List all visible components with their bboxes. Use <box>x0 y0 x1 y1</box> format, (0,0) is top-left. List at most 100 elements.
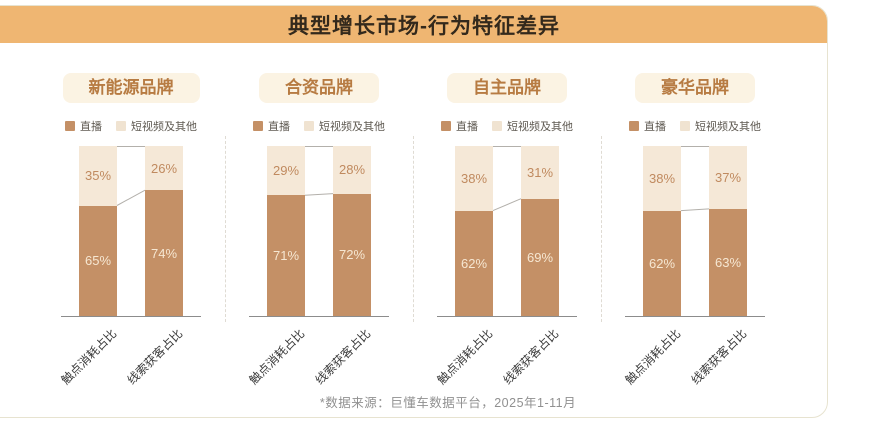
panel-joint-venture-brands: 合资品牌 直播 短视频及其他 29% 71% 28% 72% 触点消耗占比 线索获客占比 <box>225 43 413 387</box>
bar-segment-live: 71% <box>267 195 305 316</box>
legend-item-other: 短视频及其他 <box>304 118 385 134</box>
legend-label-other: 短视频及其他 <box>319 121 385 133</box>
legend-swatch-live-icon <box>65 121 75 131</box>
panel-title-badge: 合资品牌 <box>259 73 379 103</box>
stacked-bar-chart: 38% 62% 31% 69% <box>437 146 577 317</box>
segment-value-label: 62% <box>648 255 676 271</box>
segment-value-label: 37% <box>714 169 742 185</box>
legend-item-live: 直播 <box>629 118 666 134</box>
segment-value-label: 62% <box>460 255 488 271</box>
stacked-bar: 38% 62% <box>455 146 493 316</box>
slide-card: 典型增长市场-行为特征差异 新能源品牌 直播 短视频及其他 35% 65% 26% 7… <box>0 5 828 418</box>
bar-segment-live: 62% <box>643 210 681 316</box>
segment-value-label: 65% <box>84 253 112 269</box>
bar-segment-short-video: 29% <box>267 146 305 196</box>
legend-swatch-live-icon <box>441 121 451 131</box>
legend-item-live: 直播 <box>441 118 478 134</box>
legend-label-live: 直播 <box>644 121 666 133</box>
panels-row: 新能源品牌 直播 短视频及其他 35% 65% 26% 74% 触点消耗占比 线索获客占… <box>0 43 827 387</box>
x-axis-label: 触点消耗占比 <box>434 326 496 388</box>
legend-item-other: 短视频及其他 <box>116 118 197 134</box>
legend-item-other: 短视频及其他 <box>492 118 573 134</box>
panel-title: 合资品牌 <box>285 78 353 97</box>
x-axis-label: 线索获客占比 <box>500 326 562 388</box>
segment-value-label: 69% <box>526 249 554 265</box>
stacked-bar: 38% 62% <box>643 146 681 316</box>
x-axis-label: 触点消耗占比 <box>58 326 120 388</box>
segment-value-label: 35% <box>84 168 112 184</box>
panel-title-badge: 豪华品牌 <box>635 73 755 103</box>
legend-item-live: 直播 <box>253 118 290 134</box>
segment-value-label: 28% <box>338 162 366 178</box>
stacked-bar: 29% 71% <box>267 146 305 316</box>
bar-segment-live: 72% <box>333 193 371 316</box>
page-title: 典型增长市场-行为特征差异 <box>288 14 560 38</box>
title-banner: 典型增长市场-行为特征差异 <box>0 6 827 43</box>
segment-value-label: 29% <box>272 163 300 179</box>
bar-segment-live: 74% <box>145 190 183 316</box>
x-axis-labels: 触点消耗占比 线索获客占比 <box>58 317 201 387</box>
legend-swatch-other-icon <box>304 121 314 131</box>
bar-segment-short-video: 38% <box>455 146 493 211</box>
x-axis-labels: 触点消耗占比 线索获客占比 <box>246 317 389 387</box>
bar-segment-short-video: 38% <box>643 146 681 211</box>
stacked-bar: 37% 63% <box>709 146 747 316</box>
connector-lines <box>116 146 146 206</box>
stacked-bar: 31% 69% <box>521 146 559 316</box>
data-source-note: *数据来源：巨懂车数据平台，2025年1-11月 <box>319 396 577 410</box>
panel-title: 新能源品牌 <box>88 78 174 97</box>
segment-value-label: 74% <box>150 245 178 261</box>
x-axis-labels: 触点消耗占比 线索获客占比 <box>434 317 577 387</box>
segment-value-label: 63% <box>714 254 742 270</box>
panel-title: 自主品牌 <box>473 78 541 97</box>
connector-lines <box>492 146 522 212</box>
stacked-bar: 26% 74% <box>145 146 183 316</box>
segment-value-label: 38% <box>648 170 676 186</box>
bar-segment-short-video: 37% <box>709 146 747 209</box>
bar-segment-live: 63% <box>709 208 747 316</box>
segment-value-label: 71% <box>272 248 300 264</box>
stacked-bar: 35% 65% <box>79 146 117 316</box>
panel-new-energy-brands: 新能源品牌 直播 短视频及其他 35% 65% 26% 74% 触点消耗占比 线索获客占… <box>37 43 225 387</box>
x-axis-label: 线索获客占比 <box>688 326 750 388</box>
x-axis-label: 线索获客占比 <box>312 326 374 388</box>
bar-segment-live: 69% <box>521 198 559 316</box>
connector-lines <box>304 146 334 196</box>
panel-title: 豪华品牌 <box>661 78 729 97</box>
x-axis-label: 触点消耗占比 <box>622 326 684 388</box>
panel-independent-brands: 自主品牌 直播 短视频及其他 38% 62% 31% 69% 触点消耗占比 线索获客占比 <box>413 43 601 387</box>
legend-label-other: 短视频及其他 <box>695 121 761 133</box>
legend: 直播 短视频及其他 <box>253 118 385 134</box>
legend-label-live: 直播 <box>456 121 478 133</box>
stacked-bar-chart: 38% 62% 37% 63% <box>625 146 765 317</box>
bar-segment-short-video: 35% <box>79 146 117 206</box>
segment-value-label: 72% <box>338 247 366 263</box>
connector-lines <box>680 146 710 212</box>
segment-value-label: 26% <box>150 160 178 176</box>
stacked-bar-chart: 29% 71% 28% 72% <box>249 146 389 317</box>
segment-value-label: 38% <box>460 170 488 186</box>
legend-swatch-other-icon <box>680 121 690 131</box>
x-axis-label: 触点消耗占比 <box>246 326 308 388</box>
panel-luxury-brands: 豪华品牌 直播 短视频及其他 38% 62% 37% 63% 触点消耗占比 线索获客占比 <box>601 43 789 387</box>
legend-swatch-other-icon <box>116 121 126 131</box>
bar-segment-live: 65% <box>79 205 117 316</box>
segment-value-label: 31% <box>526 164 554 180</box>
legend: 直播 短视频及其他 <box>65 118 197 134</box>
legend: 直播 短视频及其他 <box>441 118 573 134</box>
x-axis-labels: 触点消耗占比 线索获客占比 <box>622 317 765 387</box>
panel-title-badge: 新能源品牌 <box>62 73 200 103</box>
legend-label-other: 短视频及其他 <box>507 121 573 133</box>
legend-label-other: 短视频及其他 <box>131 121 197 133</box>
legend-item-live: 直播 <box>65 118 102 134</box>
stacked-bar: 28% 72% <box>333 146 371 316</box>
stacked-bar-chart: 35% 65% 26% 74% <box>61 146 201 317</box>
bar-segment-short-video: 26% <box>145 146 183 191</box>
legend-label-live: 直播 <box>268 121 290 133</box>
bar-segment-short-video: 28% <box>333 146 371 194</box>
bar-segment-live: 62% <box>455 210 493 316</box>
bar-segment-short-video: 31% <box>521 146 559 199</box>
legend-item-other: 短视频及其他 <box>680 118 761 134</box>
x-axis-label: 线索获客占比 <box>124 326 186 388</box>
legend-swatch-live-icon <box>253 121 263 131</box>
